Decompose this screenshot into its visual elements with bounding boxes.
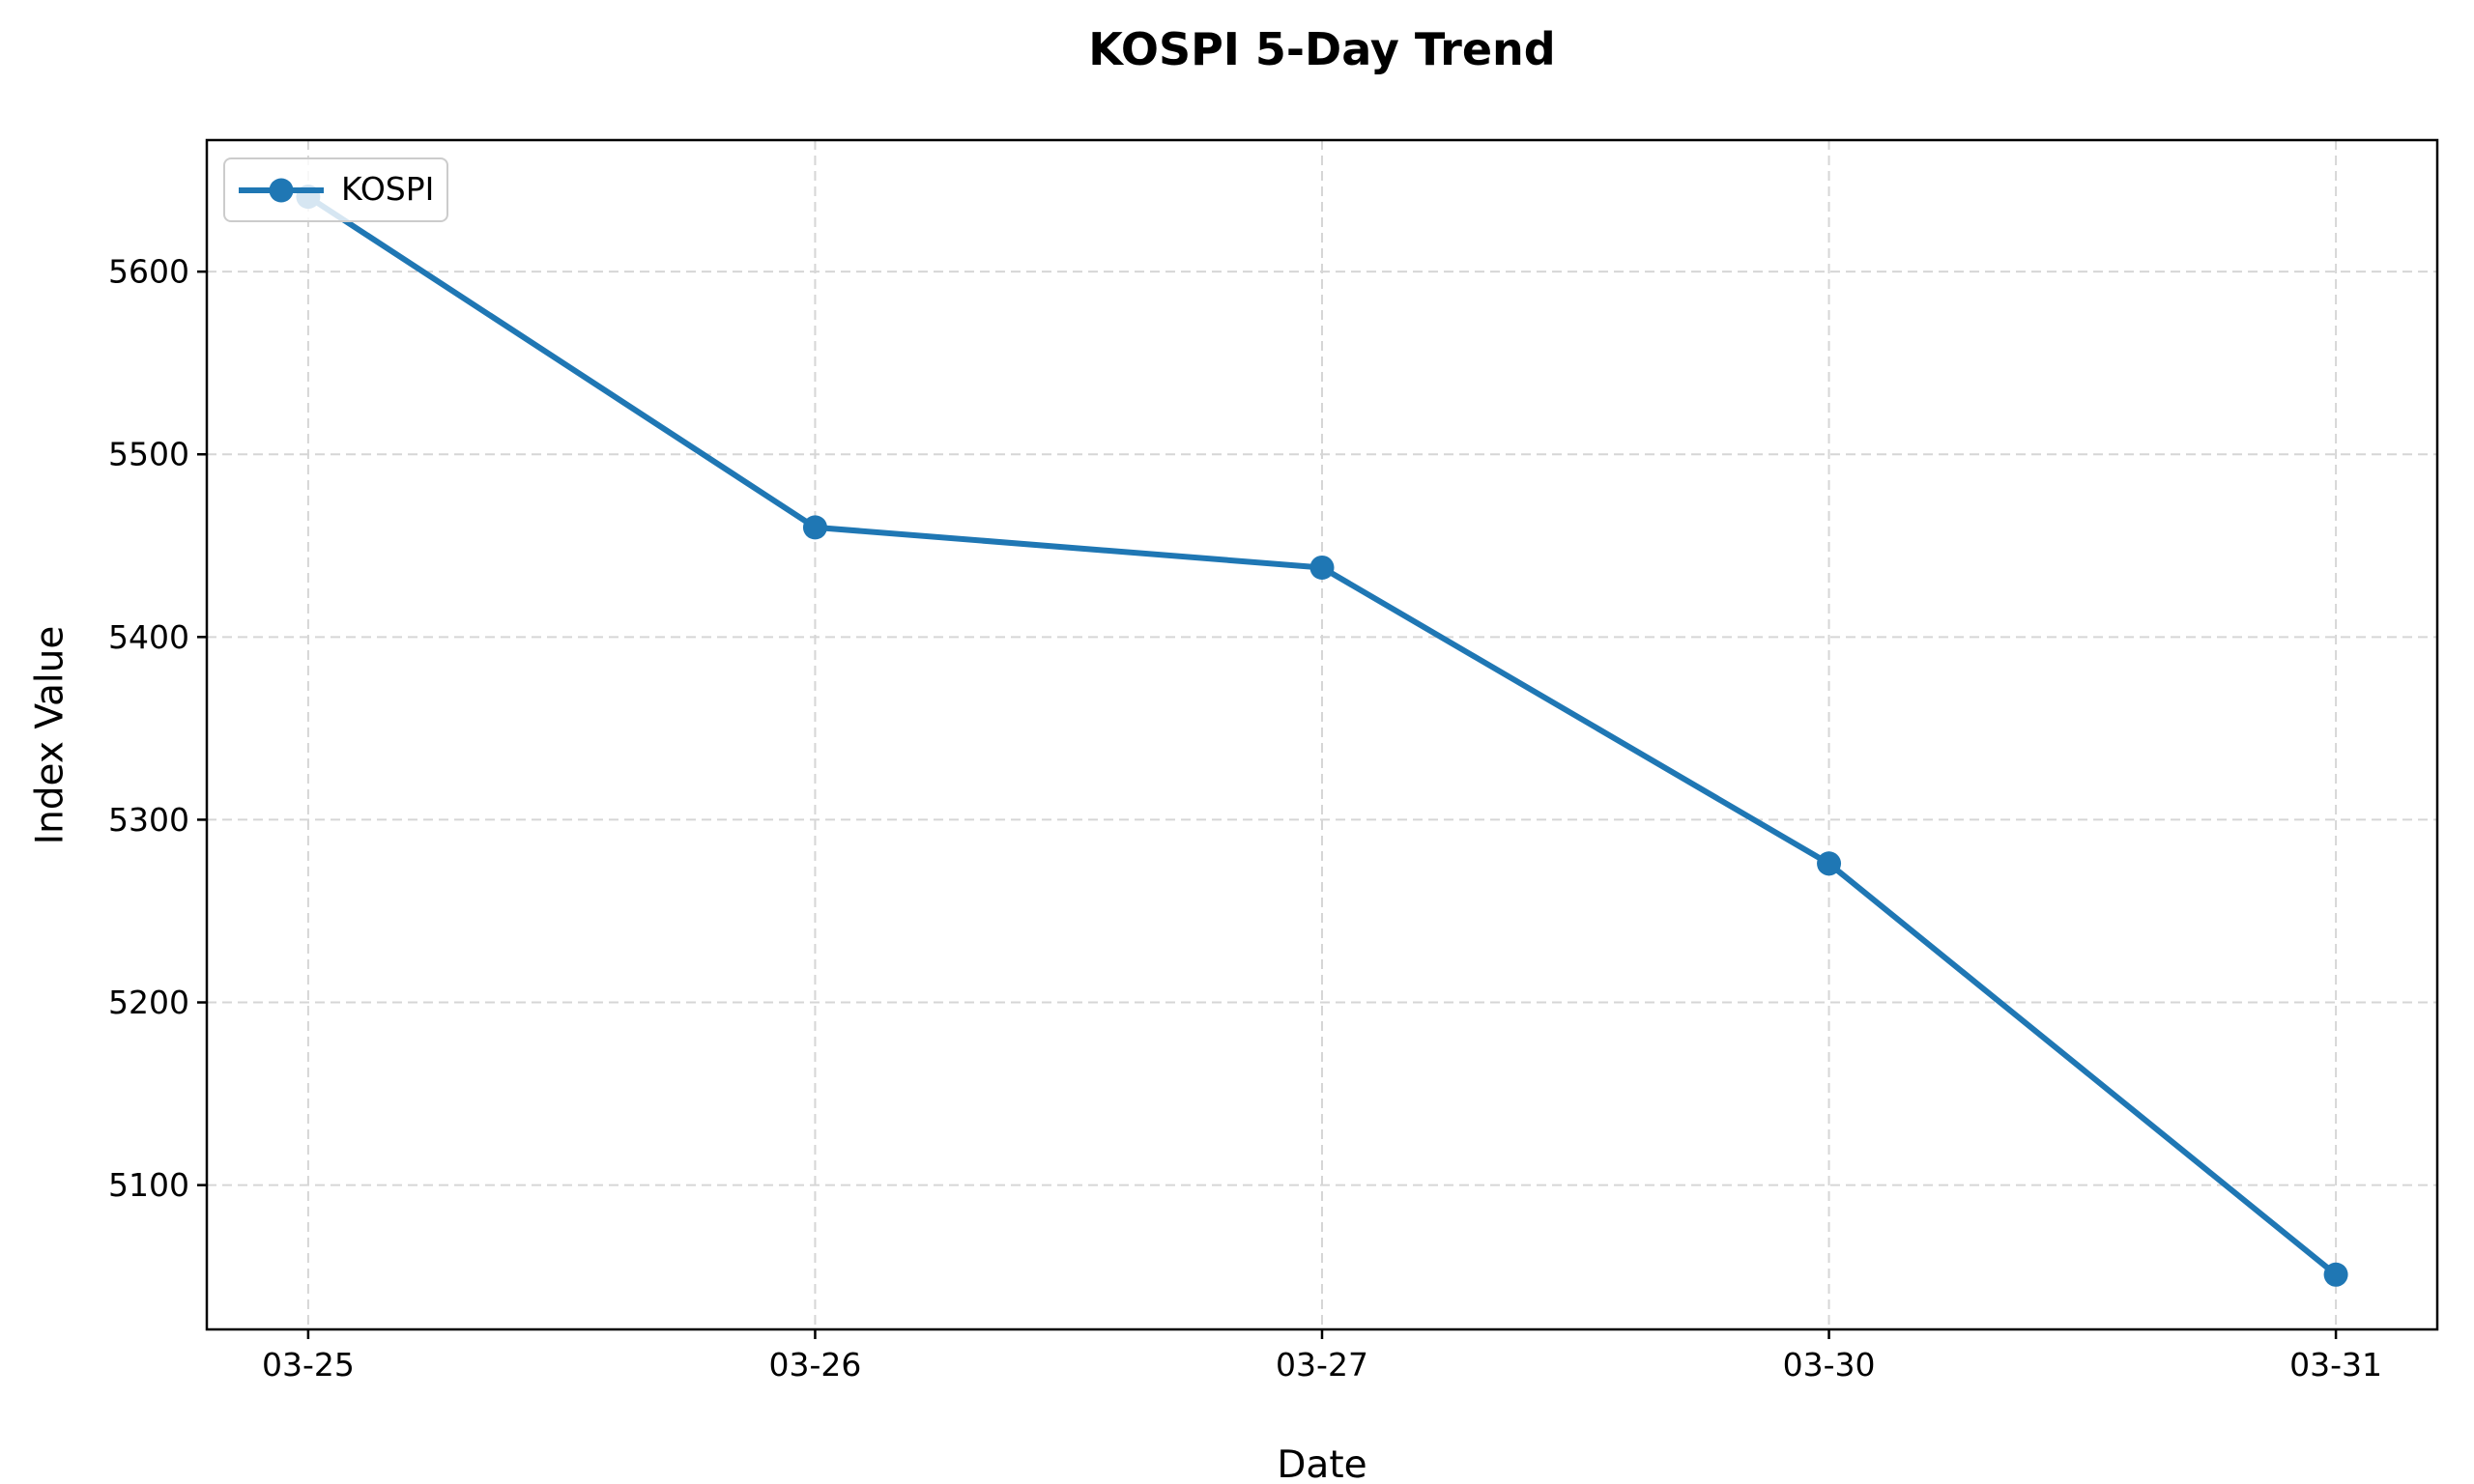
legend: KOSPI	[223, 157, 448, 222]
y-tick-label: 5500	[108, 436, 189, 473]
x-tick-label: 03-26	[769, 1346, 862, 1384]
x-tick-label: 03-30	[1783, 1346, 1876, 1384]
x-axis-label: Date	[1277, 1443, 1367, 1484]
data-point-03-31	[2323, 1262, 2348, 1287]
legend-line-marker-icon	[239, 178, 324, 202]
y-tick-label: 5200	[108, 984, 189, 1021]
data-point-03-27	[1309, 555, 1335, 580]
x-tick-label: 03-25	[262, 1346, 355, 1384]
axis-ticks: 5100 5200 5300 5400 5500 5600 03-25 03-26 03-27 0…	[108, 253, 2382, 1384]
legend-label: KOSPI	[341, 169, 435, 208]
gridlines	[207, 140, 2437, 1329]
y-axis-label: Index Value	[28, 625, 72, 845]
chart-title: KOSPI 5-Day Trend	[1088, 23, 1556, 75]
data-point-03-30	[1817, 851, 1842, 876]
x-tick-label: 03-31	[2289, 1346, 2382, 1384]
data-point-03-26	[802, 515, 827, 540]
y-tick-label: 5600	[108, 253, 189, 291]
y-tick-label: 5100	[108, 1166, 189, 1204]
x-tick-label: 03-27	[1276, 1346, 1368, 1384]
y-tick-label: 5300	[108, 801, 189, 839]
y-tick-label: 5400	[108, 618, 189, 656]
